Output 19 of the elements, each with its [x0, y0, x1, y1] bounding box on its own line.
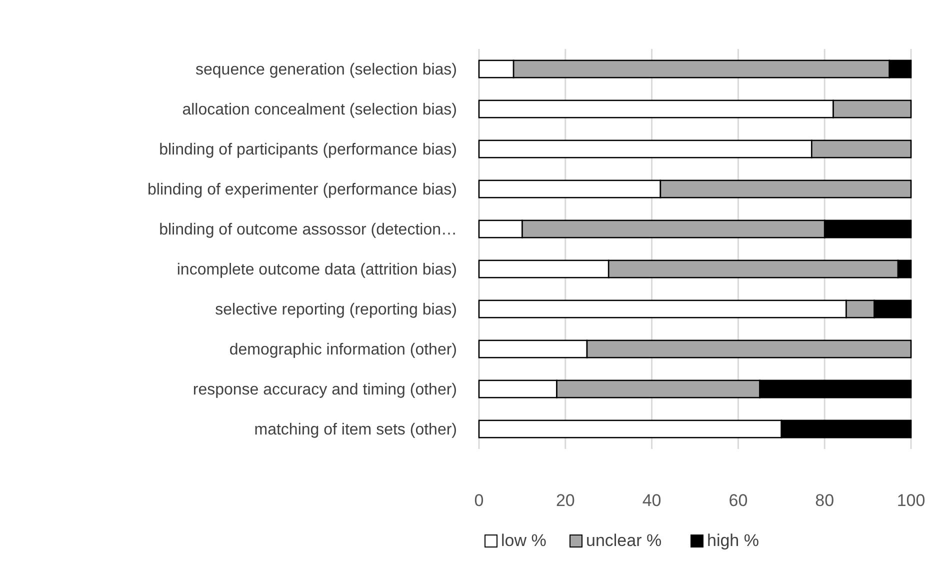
y-tick-label: incomplete outcome data (attrition bias) — [176, 262, 457, 279]
y-tick-label: blinding of participants (performance bias) — [159, 142, 457, 159]
x-tick-label: 0 — [474, 491, 484, 510]
y-tick-label: matching of item sets (other) — [254, 422, 457, 439]
y-tick-label: selective reporting (reporting bias) — [215, 302, 457, 319]
x-tick-label: 60 — [728, 491, 748, 510]
y-tick-label: allocation concealment (selection bias) — [182, 102, 457, 119]
x-tick-label: 40 — [642, 491, 662, 510]
legend-label: unclear % — [586, 531, 662, 550]
y-tick-label: blinding of outcome assossor (detection… — [159, 222, 457, 239]
y-tick-label: response accuracy and timing (other) — [192, 382, 457, 399]
legend-label: high % — [707, 531, 759, 550]
x-tick-label: 100 — [896, 491, 926, 510]
y-tick-label: demographic information (other) — [229, 342, 457, 359]
y-tick-label: sequence generation (selection bias) — [196, 62, 457, 79]
x-tick-label: 20 — [556, 491, 575, 510]
y-tick-label: blinding of experimenter (performance bias) — [148, 182, 457, 199]
legend-label: low % — [501, 531, 546, 550]
x-tick-label: 80 — [815, 491, 834, 510]
